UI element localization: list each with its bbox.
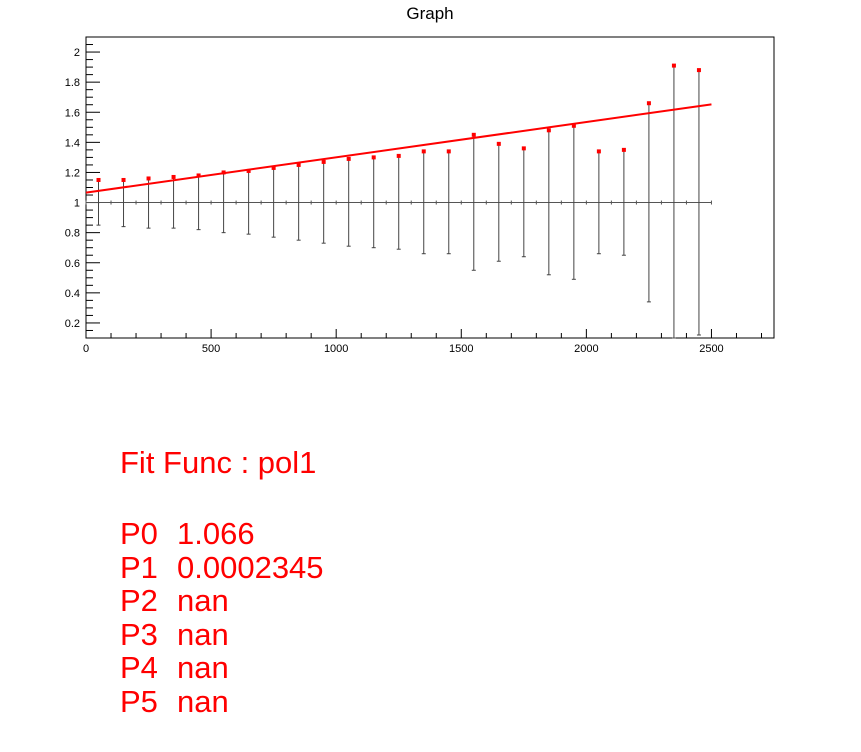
data-point — [196, 173, 201, 178]
fit-function-label: Fit Func : pol1 — [120, 445, 317, 480]
fit-parameter-name: P3 — [120, 616, 158, 652]
y-tick-label: 1.2 — [65, 167, 80, 179]
data-point — [371, 155, 376, 160]
fit-parameter-name: P2 — [120, 583, 158, 618]
data-point — [271, 165, 276, 170]
data-point — [571, 123, 576, 128]
y-tick-label: 1.8 — [65, 77, 80, 89]
data-point — [346, 156, 351, 161]
data-point — [96, 177, 101, 182]
fit-parameter-row: P1 0.0002345 — [120, 549, 324, 585]
fit-parameter-value: 0.0002345 — [177, 549, 324, 585]
data-point — [121, 177, 126, 182]
fit-parameter-row: P4 nan — [120, 650, 229, 685]
x-tick-label: 1500 — [449, 343, 473, 355]
x-tick-label: 2500 — [699, 343, 723, 355]
data-point — [521, 146, 526, 151]
data-point — [421, 149, 426, 154]
data-point — [296, 162, 301, 167]
data-point — [546, 128, 551, 133]
fit-parameter-value: nan — [177, 583, 229, 618]
y-tick-label: 1 — [74, 198, 80, 210]
x-tick-label: 1000 — [324, 343, 348, 355]
data-point — [146, 176, 151, 181]
data-point — [471, 132, 476, 137]
y-tick-label: 2 — [74, 47, 80, 59]
fit-parameter-value: nan — [177, 683, 229, 719]
data-point — [221, 170, 226, 175]
data-point — [696, 68, 701, 73]
y-tick-label: 0.8 — [65, 228, 80, 240]
data-point — [671, 63, 676, 68]
data-point — [446, 149, 451, 154]
data-point — [321, 159, 326, 164]
data-point — [621, 147, 626, 152]
fit-parameter-value: nan — [177, 616, 229, 652]
data-point — [496, 141, 501, 146]
fit-parameter-name: P0 — [120, 516, 158, 551]
x-tick-label: 500 — [202, 343, 220, 355]
axes: 0 500 1000 1500 2000 2500 0.2 0.4 0.6 0.8 1 1.2 1.4 1… — [65, 36, 762, 355]
y-tick-label: 0.4 — [65, 288, 80, 300]
fit-parameter-name: P1 — [120, 549, 158, 585]
fit-parameter-name: P5 — [120, 683, 158, 719]
fit-parameter-row: P3 nan — [120, 616, 229, 652]
fit-parameter-value: nan — [177, 650, 229, 685]
data-point — [396, 153, 401, 158]
plot-frame — [85, 36, 775, 339]
y-tick-label: 0.2 — [65, 318, 80, 330]
fit-parameter-value: 1.066 — [177, 516, 255, 551]
data-point — [171, 174, 176, 179]
data-point — [596, 149, 601, 154]
y-tick-label: 1.4 — [65, 137, 80, 149]
fit-line — [85, 103, 712, 194]
data-point — [646, 101, 651, 106]
fit-parameter-row: P2 nan — [120, 583, 229, 618]
error-bars — [96, 65, 701, 339]
x-tick-label: 2000 — [574, 343, 598, 355]
chart-title: Graph — [406, 4, 453, 23]
y-tick-label: 0.6 — [65, 258, 80, 270]
data-point — [246, 168, 251, 173]
x-tick-label: 0 — [83, 343, 89, 355]
fit-parameter-row: P5 nan — [120, 683, 229, 719]
fit-parameter-row: P0 1.066 — [120, 516, 255, 551]
fit-line-pol1 — [85, 103, 712, 194]
fit-parameter-name: P4 — [120, 650, 158, 685]
data-points — [96, 63, 701, 182]
y-tick-label: 1.6 — [65, 107, 80, 119]
